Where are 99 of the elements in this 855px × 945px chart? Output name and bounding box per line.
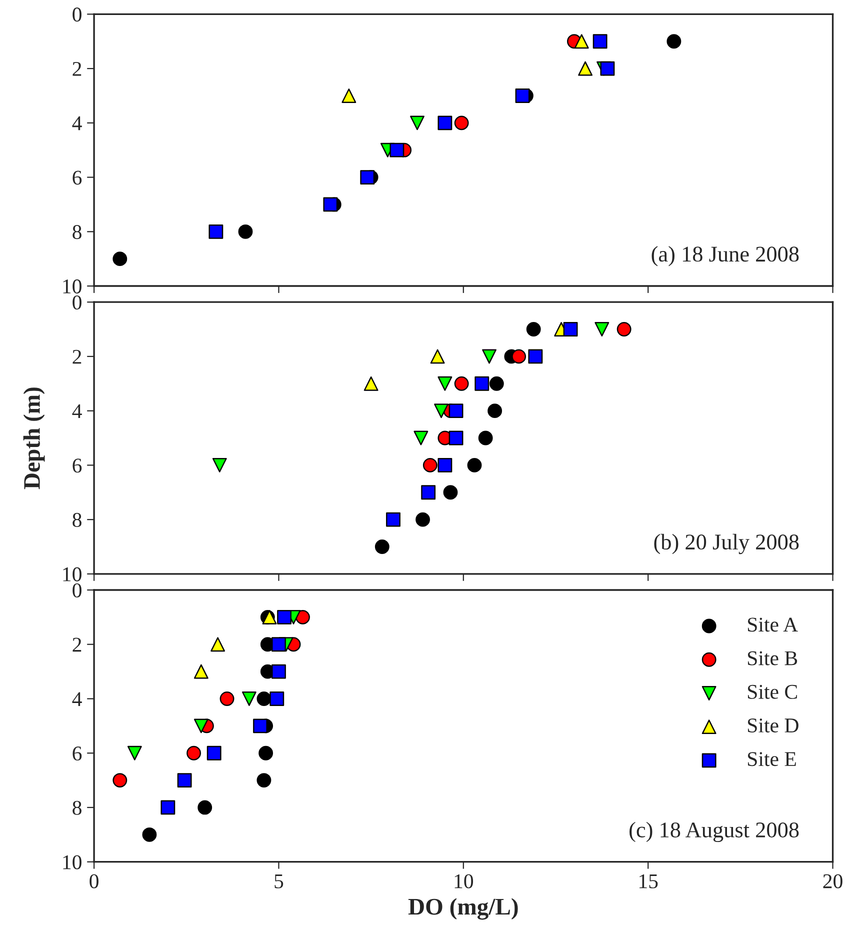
point xyxy=(198,800,212,815)
point xyxy=(242,692,256,706)
point xyxy=(390,142,404,158)
point xyxy=(194,664,208,679)
legend-label: Site E xyxy=(748,752,796,766)
y-tick-label: 8 xyxy=(72,225,82,240)
point xyxy=(258,746,274,760)
y-tick-label: 8 xyxy=(72,512,82,527)
y-tick-label: 2 xyxy=(72,638,82,652)
point xyxy=(421,485,436,500)
point xyxy=(364,376,378,391)
legend-label: Site C xyxy=(748,684,797,699)
point xyxy=(443,485,458,500)
point xyxy=(142,827,157,842)
point xyxy=(256,692,272,706)
point xyxy=(474,376,490,391)
y-tick-label: 8 xyxy=(72,800,82,815)
point xyxy=(238,224,253,239)
point xyxy=(208,224,224,239)
point xyxy=(512,349,526,364)
point xyxy=(578,61,593,76)
annotation: (b) 20 July 2008 xyxy=(654,534,799,554)
point xyxy=(374,540,390,554)
y-tick-label: 10 xyxy=(63,855,82,870)
x-tick-label: 15 xyxy=(640,874,658,888)
point xyxy=(563,322,578,336)
point xyxy=(270,692,284,706)
annotation: (c) 18 August 2008 xyxy=(630,822,799,842)
legend-label: Site D xyxy=(748,718,798,732)
x-tick-label: 10 xyxy=(454,874,474,888)
y-tick-label: 6 xyxy=(72,458,82,473)
point xyxy=(112,773,128,788)
y-tick-label: 2 xyxy=(72,350,82,364)
point xyxy=(410,116,424,130)
point xyxy=(360,170,375,184)
y-tick-label: 10 xyxy=(63,567,82,582)
point xyxy=(448,430,464,446)
point xyxy=(386,512,400,527)
point xyxy=(422,458,438,472)
point xyxy=(194,718,208,734)
point xyxy=(438,376,452,391)
point xyxy=(454,116,469,130)
y-tick-label: 6 xyxy=(72,170,82,185)
point xyxy=(515,88,530,103)
x-tick-label: 0 xyxy=(90,874,98,888)
point xyxy=(296,610,310,624)
y-tick-label: 4 xyxy=(72,116,82,130)
y-tick-label: 4 xyxy=(72,404,82,418)
y-axis-title: Depth (m) xyxy=(23,388,45,490)
point xyxy=(206,746,222,760)
point xyxy=(160,800,176,815)
y-tick-label: 0 xyxy=(72,295,82,310)
point xyxy=(574,34,589,49)
y-tick-label: 6 xyxy=(72,746,82,761)
point xyxy=(414,430,428,446)
point xyxy=(112,252,128,266)
point xyxy=(448,404,464,418)
point xyxy=(528,349,543,364)
x-axis-title: DO (mg/L) xyxy=(408,898,518,920)
point xyxy=(482,349,496,364)
legend-label: Site A xyxy=(748,618,798,632)
point xyxy=(212,458,227,472)
point xyxy=(438,458,452,472)
point xyxy=(253,718,268,734)
point xyxy=(666,34,682,49)
point xyxy=(323,197,338,212)
point xyxy=(438,116,452,130)
y-tick-label: 10 xyxy=(63,279,82,294)
point xyxy=(616,322,632,336)
point xyxy=(416,512,430,527)
point xyxy=(478,430,493,446)
y-tick-label: 4 xyxy=(72,692,82,706)
point xyxy=(430,349,445,364)
point xyxy=(342,88,356,103)
point xyxy=(467,458,482,472)
y-tick-label: 0 xyxy=(72,8,82,22)
point xyxy=(600,61,615,76)
point xyxy=(210,637,225,652)
point xyxy=(186,746,201,760)
point xyxy=(272,637,286,652)
point xyxy=(592,34,608,49)
point xyxy=(488,404,502,418)
point xyxy=(127,746,142,760)
x-tick-label: 5 xyxy=(274,874,284,888)
point xyxy=(489,376,504,391)
y-tick-label: 0 xyxy=(72,583,82,598)
point xyxy=(256,773,272,788)
y-tick-label: 2 xyxy=(72,62,82,76)
point xyxy=(177,773,192,788)
annotation: (a) 18 June 2008 xyxy=(652,246,799,266)
point xyxy=(434,404,448,418)
point xyxy=(277,610,292,624)
point xyxy=(272,664,286,679)
x-tick-label: 20 xyxy=(823,874,842,888)
legend-label: Site B xyxy=(748,651,798,666)
point xyxy=(454,376,469,391)
point xyxy=(594,322,610,336)
point xyxy=(220,692,234,706)
point xyxy=(526,322,541,336)
